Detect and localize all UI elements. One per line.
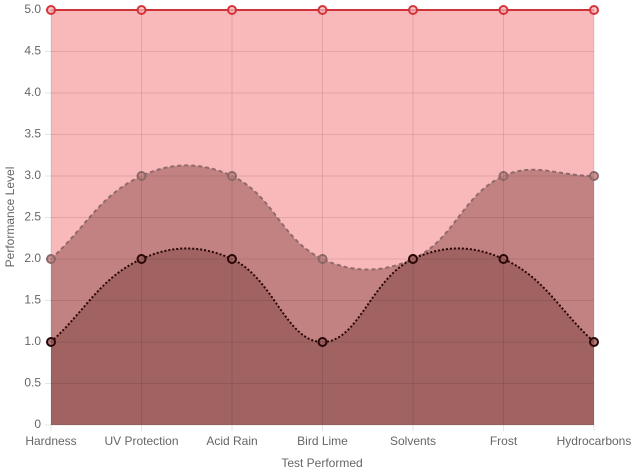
data-point <box>498 5 509 15</box>
data-point <box>589 337 599 347</box>
y-tick-label: 1.0 <box>24 334 41 348</box>
y-tick-label: 0 <box>34 417 41 431</box>
data-point <box>317 254 328 264</box>
y-tick-label: 5.0 <box>24 2 41 16</box>
x-tick-label: UV Protection <box>104 434 178 448</box>
y-axis-title: Performance Level <box>3 167 17 268</box>
data-point <box>46 5 56 15</box>
data-point <box>227 171 237 181</box>
data-point <box>136 171 147 181</box>
grid <box>45 9 595 431</box>
data-point <box>498 254 509 264</box>
data-point <box>408 5 418 15</box>
y-tick-label: 0.5 <box>24 376 41 390</box>
y-tick-label: 1.5 <box>24 293 41 307</box>
y-tick-label: 4.0 <box>24 85 41 99</box>
y-tick-label: 2.0 <box>24 251 41 265</box>
x-axis-title: Test Performed <box>281 456 362 470</box>
x-tick-label: Frost <box>490 434 518 448</box>
data-point <box>408 254 418 264</box>
data-point <box>498 171 509 181</box>
data-point <box>589 5 599 15</box>
data-point <box>136 5 147 15</box>
data-point <box>46 337 56 347</box>
x-tick-label: Hydrocarbons <box>557 434 632 448</box>
data-point <box>227 5 237 15</box>
data-point <box>317 5 328 15</box>
data-point <box>46 254 56 264</box>
x-tick-label: Solvents <box>390 434 436 448</box>
data-point <box>589 171 599 181</box>
y-tick-label: 4.5 <box>24 44 41 58</box>
y-tick-label: 3.0 <box>24 168 41 182</box>
x-tick-label: Bird Lime <box>297 434 348 448</box>
series-area <box>51 248 594 425</box>
y-tick-label: 3.5 <box>24 127 41 141</box>
y-tick-label: 2.5 <box>24 210 41 224</box>
x-tick-label: Acid Rain <box>206 434 257 448</box>
data-point <box>317 337 328 347</box>
data-point <box>227 254 237 264</box>
data-point <box>136 254 147 264</box>
x-tick-label: Hardness <box>25 434 76 448</box>
